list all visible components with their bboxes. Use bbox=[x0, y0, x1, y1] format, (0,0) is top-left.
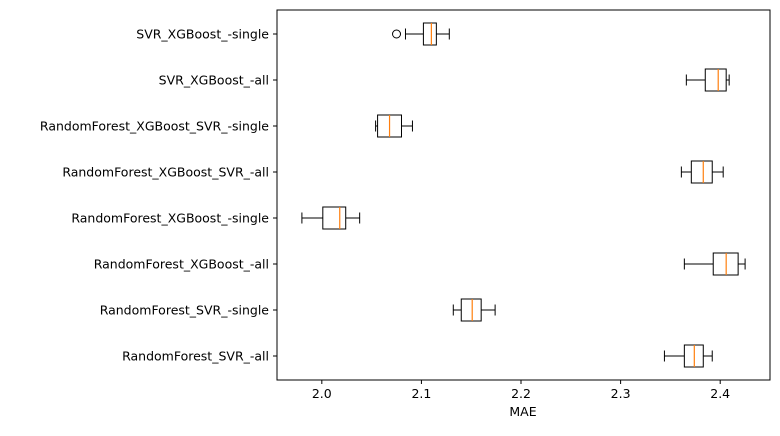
box-group bbox=[375, 114, 413, 138]
iqr-box bbox=[422, 22, 437, 46]
iqr-box bbox=[322, 206, 347, 230]
iqr-box bbox=[690, 160, 713, 184]
x-tick-label: 2.4 bbox=[710, 386, 730, 401]
x-axis: 2.0 2.1 2.2 2.3 2.4 bbox=[312, 380, 730, 401]
y-tick-label: RandomForest_SVR_-single bbox=[100, 303, 270, 318]
box-group bbox=[452, 298, 496, 322]
y-tick-label: RandomForest_XGBoost_-all bbox=[94, 257, 269, 272]
x-tick-label: 2.2 bbox=[511, 386, 531, 401]
box-group bbox=[685, 68, 730, 92]
x-tick-label: 2.3 bbox=[611, 386, 631, 401]
outlier-point bbox=[392, 29, 402, 39]
box-group bbox=[680, 160, 724, 184]
x-tick-label: 2.0 bbox=[312, 386, 332, 401]
plot-frame bbox=[276, 9, 771, 381]
iqr-box bbox=[704, 68, 727, 92]
x-tick-label: 2.1 bbox=[411, 386, 431, 401]
y-tick-label: RandomForest_XGBoost_-single bbox=[71, 211, 269, 226]
y-tick-label: RandomForest_XGBoost_SVR_-single bbox=[40, 119, 269, 134]
y-tick-label: RandomForest_SVR_-all bbox=[122, 349, 269, 364]
y-tick-label: SVR_XGBoost_-single bbox=[136, 27, 269, 42]
iqr-box bbox=[460, 298, 482, 322]
box-group bbox=[301, 206, 361, 230]
box-group bbox=[392, 22, 450, 46]
box-group bbox=[663, 344, 713, 368]
box-group bbox=[683, 252, 746, 276]
y-tick-label: RandomForest_XGBoost_SVR_-all bbox=[62, 165, 269, 180]
y-axis: SVR_XGBoost_-single SVR_XGBoost_-all Rando… bbox=[40, 27, 277, 364]
y-tick-label: SVR_XGBoost_-all bbox=[159, 73, 269, 88]
x-axis-label: MAE bbox=[509, 404, 536, 419]
boxes-layer bbox=[301, 22, 746, 368]
